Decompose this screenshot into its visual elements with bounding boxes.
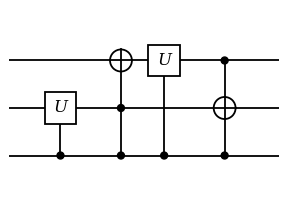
Ellipse shape [221, 57, 228, 64]
Bar [45, 92, 76, 124]
Text: U: U [157, 52, 171, 69]
Ellipse shape [110, 49, 132, 71]
Ellipse shape [57, 152, 64, 159]
Bar [148, 45, 180, 76]
Ellipse shape [221, 152, 228, 159]
Ellipse shape [161, 152, 168, 159]
Ellipse shape [214, 97, 236, 119]
Ellipse shape [118, 105, 124, 111]
Text: U: U [54, 100, 67, 116]
Ellipse shape [118, 152, 124, 159]
